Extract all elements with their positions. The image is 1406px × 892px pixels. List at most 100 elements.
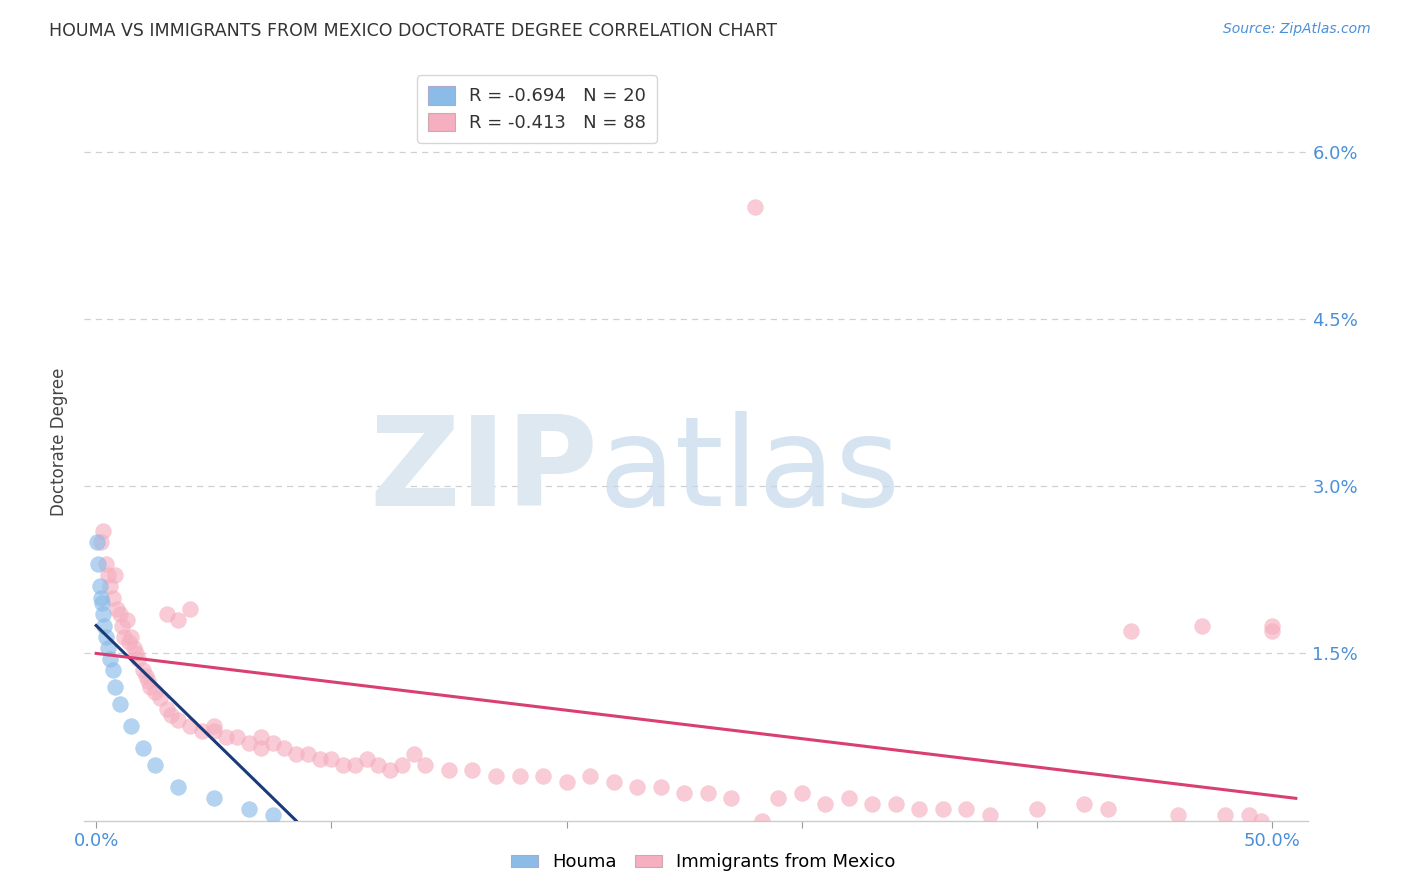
Point [696, 786, 718, 800]
Point [285, 747, 308, 761]
Point [136, 674, 159, 689]
Point [167, 780, 190, 795]
Point [143, 758, 166, 772]
Point [94, 630, 117, 644]
Point [97, 640, 120, 655]
Point [343, 758, 366, 772]
Point [132, 663, 155, 677]
Point [321, 752, 343, 766]
Point [1250, 814, 1272, 828]
Point [101, 663, 124, 677]
Legend: Houma, Immigrants from Mexico: Houma, Immigrants from Mexico [503, 847, 903, 879]
Point [98, 652, 121, 666]
Point [1261, 624, 1284, 639]
Point [744, 200, 766, 214]
Point [262, 808, 284, 822]
Point [167, 714, 190, 728]
Point [86, 534, 108, 549]
Point [932, 803, 955, 817]
Point [1026, 803, 1049, 817]
Point [238, 735, 260, 749]
Text: Source: ZipAtlas.com: Source: ZipAtlas.com [1223, 22, 1371, 37]
Point [127, 652, 149, 666]
Point [356, 752, 378, 766]
Point [838, 791, 860, 805]
Point [308, 752, 330, 766]
Point [156, 607, 179, 622]
Text: ZIP: ZIP [370, 411, 598, 533]
Point [249, 730, 271, 744]
Point [226, 730, 249, 744]
Point [91, 524, 114, 538]
Point [1237, 808, 1260, 822]
Point [814, 797, 837, 811]
Point [104, 568, 127, 582]
Point [87, 557, 110, 572]
Point [249, 741, 271, 756]
Point [1121, 624, 1143, 639]
Point [297, 747, 319, 761]
Point [98, 580, 121, 594]
Point [1073, 797, 1095, 811]
Point [108, 697, 131, 711]
Point [673, 786, 696, 800]
Point [602, 774, 624, 789]
Point [120, 630, 142, 644]
Point [132, 741, 155, 756]
Point [93, 618, 115, 632]
Point [89, 580, 111, 594]
Point [555, 774, 578, 789]
Point [105, 602, 128, 616]
Point [108, 607, 131, 622]
Point [91, 596, 114, 610]
Point [191, 724, 214, 739]
Text: HOUMA VS IMMIGRANTS FROM MEXICO DOCTORATE DEGREE CORRELATION CHART: HOUMA VS IMMIGRANTS FROM MEXICO DOCTORAT… [49, 22, 778, 40]
Y-axis label: Doctorate Degree: Doctorate Degree [51, 368, 69, 516]
Point [1191, 618, 1213, 632]
Text: atlas: atlas [598, 411, 900, 533]
Legend: R = -0.694   N = 20, R = -0.413   N = 88: R = -0.694 N = 20, R = -0.413 N = 88 [418, 75, 657, 143]
Point [751, 814, 773, 828]
Point [115, 613, 138, 627]
Point [139, 680, 162, 694]
Point [884, 797, 907, 811]
Point [160, 707, 183, 722]
Point [94, 557, 117, 572]
Point [579, 769, 602, 783]
Point [485, 769, 508, 783]
Point [380, 764, 402, 778]
Point [720, 791, 742, 805]
Point [90, 534, 112, 549]
Point [367, 758, 389, 772]
Point [273, 741, 295, 756]
Point [202, 724, 225, 739]
Point [112, 630, 135, 644]
Point [415, 758, 437, 772]
Point [1167, 808, 1189, 822]
Point [461, 764, 484, 778]
Point [531, 769, 554, 783]
Point [202, 719, 225, 733]
Point [135, 669, 157, 683]
Point [214, 730, 236, 744]
Point [437, 764, 460, 778]
Point [1261, 618, 1284, 632]
Point [509, 769, 531, 783]
Point [391, 758, 413, 772]
Point [125, 646, 148, 660]
Point [790, 786, 813, 800]
Point [101, 591, 124, 605]
Point [238, 803, 260, 817]
Point [149, 690, 172, 705]
Point [111, 618, 134, 632]
Point [860, 797, 883, 811]
Point [332, 758, 354, 772]
Point [104, 680, 127, 694]
Point [262, 735, 284, 749]
Point [768, 791, 790, 805]
Point [90, 591, 112, 605]
Point [202, 791, 225, 805]
Point [1097, 803, 1119, 817]
Point [156, 702, 179, 716]
Point [167, 613, 190, 627]
